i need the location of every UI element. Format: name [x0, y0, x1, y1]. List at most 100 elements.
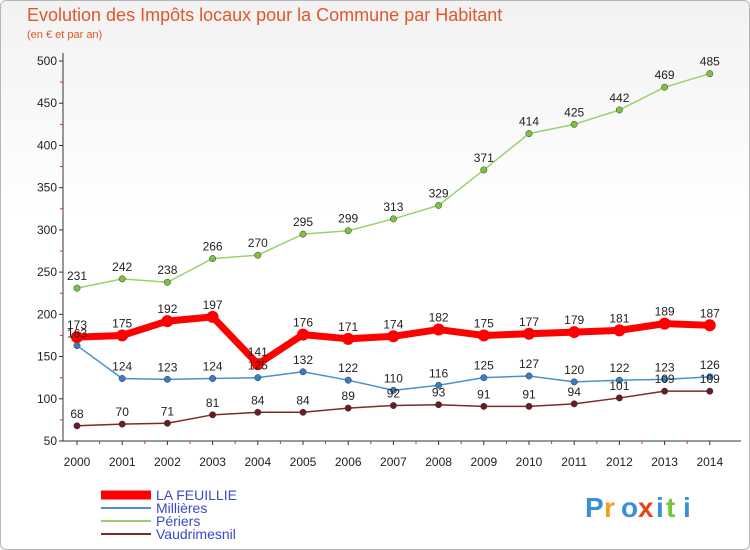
- data-label-la-feuillie: 173: [67, 318, 87, 332]
- y-tick-label: 400: [37, 138, 57, 152]
- data-point-vaudrimesnil: [706, 387, 714, 395]
- legend-label-la-feuillie: LA FEUILLIE: [156, 487, 237, 503]
- data-point-p-riers: [480, 166, 488, 174]
- data-label-vaudrimesnil: 71: [161, 404, 175, 418]
- y-tick-label: 50: [44, 434, 58, 448]
- data-point-la-feuillie: [387, 330, 400, 343]
- data-point-p-riers: [118, 275, 126, 283]
- data-label-la-feuillie: 192: [157, 302, 177, 316]
- chart-subtitle: (en € et par an): [27, 29, 103, 41]
- data-label-p-riers: 231: [67, 269, 87, 283]
- data-label-milli-res: 127: [519, 357, 539, 371]
- data-point-p-riers: [299, 230, 307, 238]
- data-point-milli-res: [118, 375, 126, 382]
- data-point-p-riers: [73, 284, 81, 292]
- data-point-la-feuillie: [342, 332, 355, 345]
- x-tick-label: 2013: [651, 455, 678, 469]
- data-label-vaudrimesnil: 101: [609, 379, 629, 393]
- data-point-la-feuillie: [251, 358, 264, 371]
- data-label-vaudrimesnil: 109: [655, 372, 675, 386]
- y-tick-label: 200: [37, 307, 57, 321]
- data-label-vaudrimesnil: 93: [432, 386, 446, 400]
- data-point-milli-res: [480, 374, 488, 382]
- x-tick-label: 2014: [696, 455, 723, 469]
- data-label-milli-res: 116: [429, 366, 448, 380]
- data-point-la-feuillie: [703, 319, 716, 332]
- data-label-milli-res: 125: [248, 359, 268, 373]
- data-label-milli-res: 122: [609, 361, 629, 375]
- data-label-vaudrimesnil: 89: [342, 389, 356, 403]
- series-line-p-riers: [76, 72, 711, 289]
- y-tick-label: 150: [37, 350, 57, 364]
- data-label-la-feuillie: 177: [519, 315, 539, 329]
- data-point-milli-res: [706, 373, 714, 381]
- data-point-p-riers: [209, 255, 217, 263]
- data-point-vaudrimesnil: [118, 420, 126, 428]
- data-point-la-feuillie: [432, 323, 445, 336]
- data-point-p-riers: [525, 130, 533, 138]
- data-point-vaudrimesnil: [480, 402, 488, 410]
- data-label-milli-res: 124: [112, 360, 132, 374]
- x-tick-label: 2001: [109, 455, 136, 469]
- data-point-vaudrimesnil: [389, 402, 397, 409]
- data-point-milli-res: [344, 376, 352, 384]
- data-label-p-riers: 242: [112, 260, 132, 274]
- x-tick-label: 2004: [244, 455, 271, 469]
- data-label-la-feuillie: 179: [564, 313, 584, 327]
- y-tick-label: 100: [37, 392, 57, 406]
- data-point-vaudrimesnil: [163, 419, 171, 427]
- data-point-p-riers: [435, 201, 443, 209]
- data-label-la-feuillie: 174: [383, 317, 403, 331]
- x-tick-label: 2000: [64, 455, 91, 469]
- data-point-la-feuillie: [297, 328, 309, 341]
- data-label-milli-res: 126: [700, 358, 720, 372]
- data-point-vaudrimesnil: [570, 400, 578, 408]
- data-label-milli-res: 132: [293, 353, 313, 367]
- data-point-milli-res: [615, 376, 623, 384]
- logo-letter: i: [656, 492, 664, 523]
- data-point-la-feuillie: [477, 329, 490, 342]
- series-lines: [71, 70, 716, 430]
- data-label-p-riers: 238: [157, 263, 177, 277]
- data-labels: 173 175 192 197 141 176 171 174 182 175 177 179 181 1…: [67, 55, 720, 421]
- data-label-vaudrimesnil: 94: [568, 385, 582, 399]
- data-label-vaudrimesnil: 84: [251, 393, 265, 407]
- x-tick-label: 2002: [154, 455, 181, 469]
- logo-letter: t: [666, 492, 675, 523]
- data-label-milli-res: 125: [474, 359, 494, 373]
- data-label-p-riers: 299: [338, 212, 358, 226]
- logo-letter: r: [604, 492, 615, 523]
- data-label-milli-res: 123: [655, 360, 675, 374]
- data-label-p-riers: 295: [293, 215, 313, 229]
- y-tick-label: 350: [37, 181, 57, 195]
- data-label-p-riers: 414: [519, 115, 539, 129]
- x-tick-label: 2005: [290, 455, 317, 469]
- data-point-p-riers: [163, 278, 171, 286]
- data-point-la-feuillie: [71, 331, 83, 344]
- data-point-p-riers: [389, 215, 397, 223]
- data-label-vaudrimesnil: 70: [116, 405, 130, 419]
- data-point-milli-res: [73, 342, 81, 350]
- data-point-la-feuillie: [116, 329, 129, 342]
- data-point-vaudrimesnil: [344, 404, 352, 412]
- data-label-la-feuillie: 187: [700, 306, 720, 320]
- data-point-p-riers: [615, 106, 623, 114]
- data-point-vaudrimesnil: [615, 394, 623, 402]
- data-label-la-feuillie: 189: [655, 305, 675, 319]
- data-point-vaudrimesnil: [435, 401, 443, 409]
- data-label-vaudrimesnil: 109: [700, 372, 720, 386]
- data-point-p-riers: [254, 251, 262, 259]
- data-point-p-riers: [706, 70, 714, 78]
- chart-title: Evolution des Impôts locaux pour la Comm…: [27, 5, 503, 25]
- data-point-p-riers: [344, 227, 352, 235]
- data-point-la-feuillie: [523, 327, 535, 340]
- y-tick-label: 250: [37, 265, 57, 279]
- x-tick-label: 2003: [199, 455, 226, 469]
- data-label-la-feuillie: 197: [203, 298, 223, 312]
- data-label-p-riers: 313: [383, 200, 403, 214]
- y-tick-label: 300: [37, 223, 57, 237]
- data-point-la-feuillie: [658, 317, 671, 330]
- data-point-vaudrimesnil: [73, 422, 81, 430]
- data-label-la-feuillie: 181: [609, 311, 629, 325]
- data-point-milli-res: [661, 375, 669, 383]
